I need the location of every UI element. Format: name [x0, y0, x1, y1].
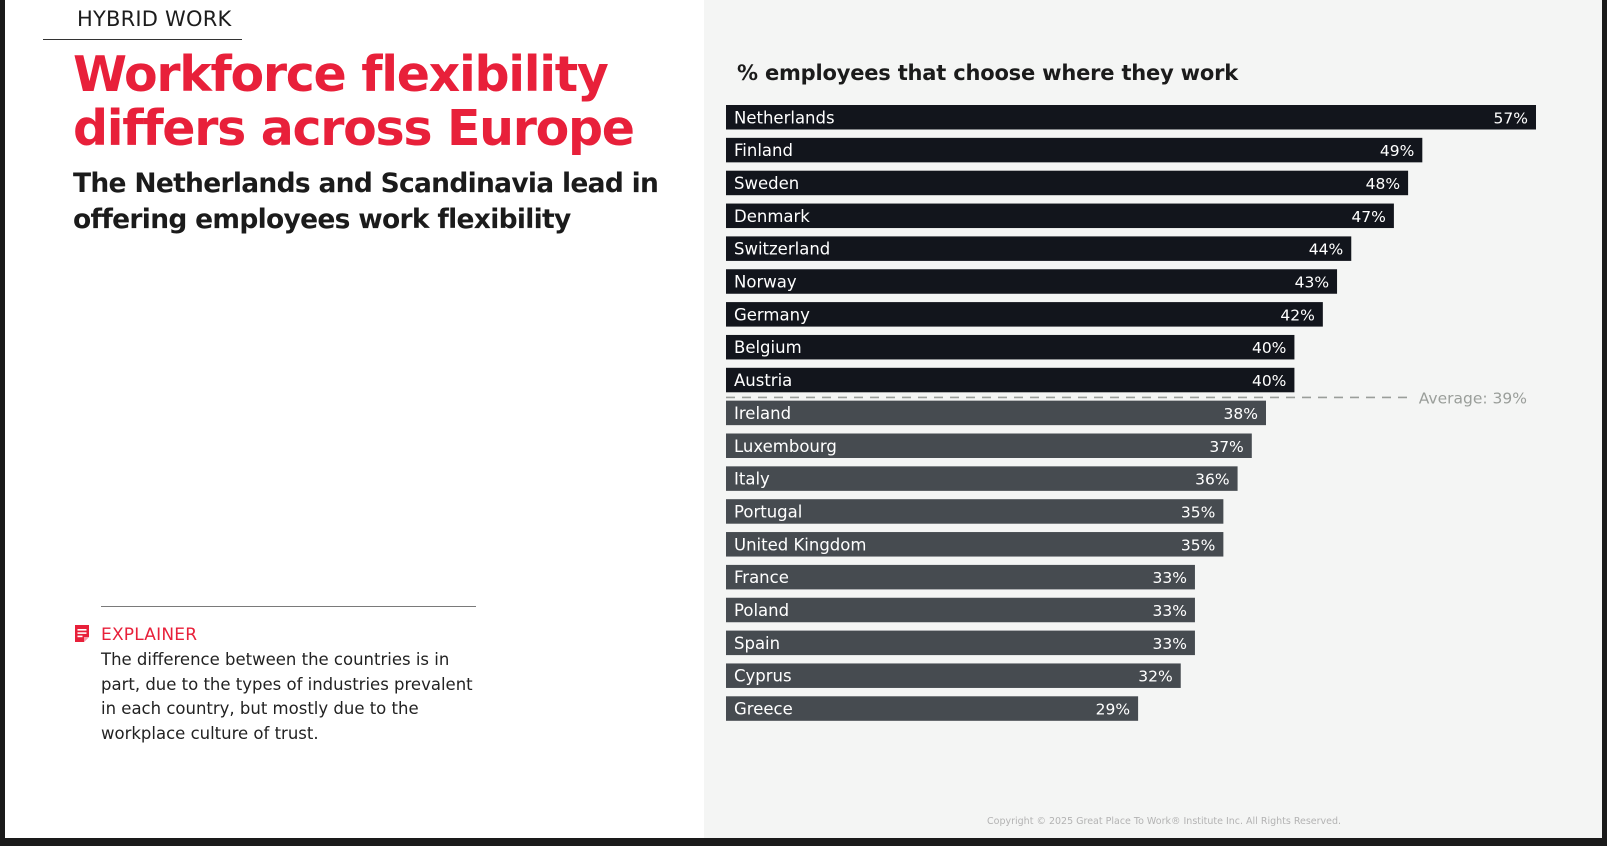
bar-value-label: 44% — [1309, 241, 1343, 259]
bar-category-label: Switzerland — [734, 240, 830, 259]
bar-finland — [726, 137, 1423, 163]
bar-category-label: Ireland — [734, 404, 791, 423]
section-tag: HYBRID WORK — [43, 4, 242, 40]
bar-value-label: 37% — [1209, 438, 1243, 456]
bar-poland — [726, 597, 1195, 623]
bar-germany — [726, 302, 1323, 327]
bar-category-label: Cyprus — [734, 667, 792, 686]
bar-value-label: 36% — [1195, 471, 1229, 489]
chart-title: % employees that choose where they work — [737, 61, 1239, 85]
bar-value-label: 47% — [1351, 208, 1385, 226]
bar-cyprus — [726, 663, 1181, 688]
bar-value-label: 33% — [1152, 569, 1186, 587]
explainer-text: The difference between the countries is … — [101, 650, 473, 743]
page-title: Workforce flexibility differs across Eur… — [73, 46, 635, 157]
bar-value-label: 42% — [1280, 306, 1314, 324]
bar-value-label: 43% — [1295, 274, 1329, 292]
bar-denmark — [726, 203, 1394, 229]
bar-netherlands — [726, 105, 1536, 130]
bar-value-label: 32% — [1138, 668, 1172, 686]
bar-portugal — [726, 499, 1224, 524]
bar-category-label: Poland — [734, 601, 789, 620]
bar-austria — [726, 367, 1295, 393]
bar-italy — [726, 466, 1238, 491]
bar-sweden — [726, 170, 1409, 196]
bar-category-label: Germany — [734, 305, 810, 324]
bar-france — [726, 564, 1195, 590]
bar-value-label: 57% — [1494, 109, 1528, 127]
bar-value-label: 48% — [1366, 175, 1400, 193]
bar-category-label: Portugal — [734, 502, 802, 521]
bar-category-label: United Kingdom — [734, 535, 866, 554]
explainer-divider — [101, 606, 476, 607]
bar-category-label: Sweden — [734, 174, 799, 193]
bar-category-label: Finland — [734, 141, 793, 160]
bar-value-label: 40% — [1252, 372, 1286, 390]
average-label: Average: 39% — [1419, 389, 1527, 407]
bar-value-label: 33% — [1152, 602, 1186, 620]
bar-luxembourg — [726, 433, 1252, 458]
bar-category-label: Italy — [734, 470, 770, 489]
bar-category-label: Austria — [734, 371, 792, 390]
bar-category-label: Spain — [734, 634, 780, 653]
bar-norway — [726, 269, 1338, 294]
bar-value-label: 35% — [1181, 536, 1215, 554]
bar-category-label: Belgium — [734, 338, 802, 357]
bar-united-kingdom — [726, 532, 1224, 557]
bar-category-label: Netherlands — [734, 108, 835, 127]
bar-chart: Netherlands 57% Finland 49% Sweden 48% Denmark… — [726, 105, 1536, 721]
bar-ireland — [726, 400, 1266, 426]
note-icon — [75, 625, 89, 642]
bar-belgium — [726, 334, 1295, 360]
page-subtitle: The Netherlands and Scandinavia lead in … — [73, 168, 659, 235]
bar-category-label: France — [734, 568, 789, 587]
bar-value-label: 35% — [1181, 503, 1215, 521]
bar-category-label: Norway — [734, 273, 797, 292]
copyright-notice: Copyright © 2025 Great Place To Work® In… — [987, 816, 1342, 827]
explainer-label: EXPLAINER — [101, 625, 198, 645]
left-panel: HYBRID WORK Workforce flexibility differ… — [5, 0, 705, 838]
bar-category-label: Luxembourg — [734, 437, 837, 456]
bar-switzerland — [726, 236, 1352, 261]
bar-greece — [726, 696, 1139, 721]
bar-spain — [726, 630, 1195, 656]
bar-category-label: Denmark — [734, 207, 810, 226]
bar-category-label: Greece — [734, 700, 793, 719]
bar-value-label: 40% — [1252, 339, 1286, 357]
bar-value-label: 33% — [1152, 635, 1186, 653]
bar-value-label: 49% — [1380, 142, 1414, 160]
bar-value-label: 29% — [1096, 701, 1130, 719]
bar-value-label: 38% — [1224, 405, 1258, 423]
